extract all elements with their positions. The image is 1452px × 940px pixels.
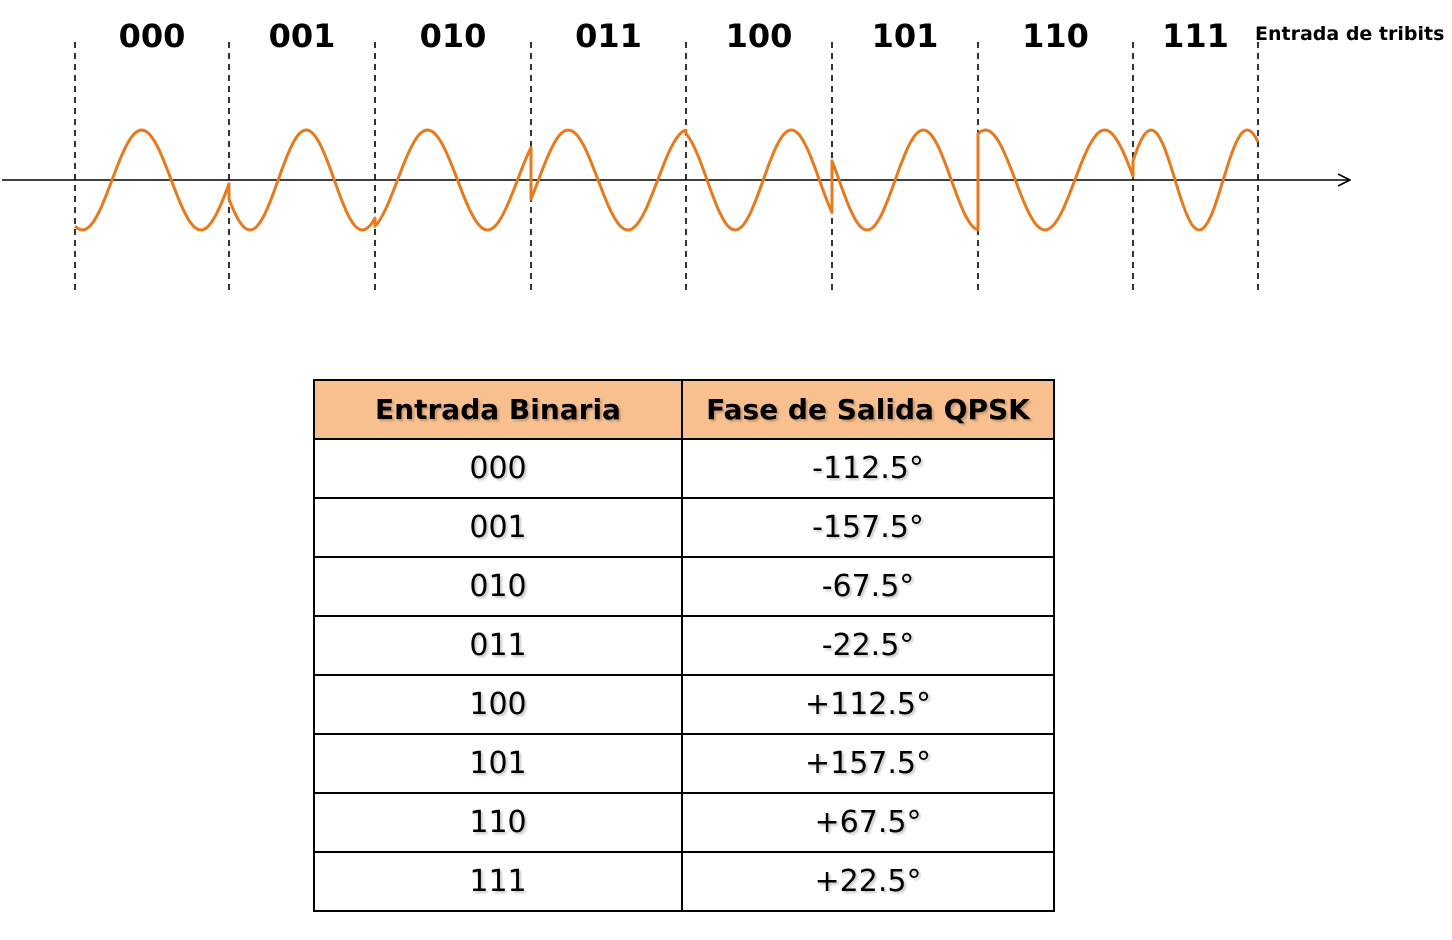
header-binary-input: Entrada Binaria xyxy=(313,379,683,440)
axis-caption: Entrada de tribits xyxy=(1255,23,1444,45)
waveform xyxy=(74,128,1260,232)
table-row: 111 +22.5° xyxy=(313,851,1055,912)
table-row: 110 +67.5° xyxy=(313,792,1055,853)
header-output-phase: Fase de Salida QPSK xyxy=(681,379,1055,440)
cell-binary-input: 000 xyxy=(313,438,683,499)
table-row: 011 -22.5° xyxy=(313,615,1055,676)
tribit-label: 010 xyxy=(420,17,487,55)
tribit-label: 110 xyxy=(1022,17,1089,55)
cell-binary-input: 010 xyxy=(313,556,683,617)
cell-binary-input: 011 xyxy=(313,615,683,676)
cell-binary-input: 101 xyxy=(313,733,683,794)
tribit-label: 011 xyxy=(575,17,642,55)
psk-wave-path xyxy=(74,128,1260,232)
table-row: 101 +157.5° xyxy=(313,733,1055,794)
table-header-row: Entrada Binaria Fase de Salida QPSK xyxy=(313,379,1055,440)
cell-binary-input: 001 xyxy=(313,497,683,558)
tribit-labels: 000 001 010 011 100 101 110 111 xyxy=(119,17,1229,55)
cell-output-phase: +112.5° xyxy=(681,674,1055,735)
table-row: 010 -67.5° xyxy=(313,556,1055,617)
table-row: 100 +112.5° xyxy=(313,674,1055,735)
tribit-label: 001 xyxy=(269,17,336,55)
tribit-label: 100 xyxy=(726,17,793,55)
cell-binary-input: 111 xyxy=(313,851,683,912)
cell-output-phase: +157.5° xyxy=(681,733,1055,794)
cell-output-phase: -22.5° xyxy=(681,615,1055,676)
cell-output-phase: -67.5° xyxy=(681,556,1055,617)
phase-table: Entrada Binaria Fase de Salida QPSK 000 … xyxy=(313,379,1055,912)
tribit-label: 000 xyxy=(119,17,186,55)
tribit-waveform-diagram: 000 001 010 011 100 101 110 111 Entrada de trib… xyxy=(2,17,1444,290)
table-row: 001 -157.5° xyxy=(313,497,1055,558)
cell-binary-input: 110 xyxy=(313,792,683,853)
cell-output-phase: -157.5° xyxy=(681,497,1055,558)
cell-output-phase: -112.5° xyxy=(681,438,1055,499)
table-row: 000 -112.5° xyxy=(313,438,1055,499)
tribit-label: 111 xyxy=(1162,17,1229,55)
cell-output-phase: +22.5° xyxy=(681,851,1055,912)
cell-binary-input: 100 xyxy=(313,674,683,735)
cell-output-phase: +67.5° xyxy=(681,792,1055,853)
tribit-label: 101 xyxy=(872,17,939,55)
